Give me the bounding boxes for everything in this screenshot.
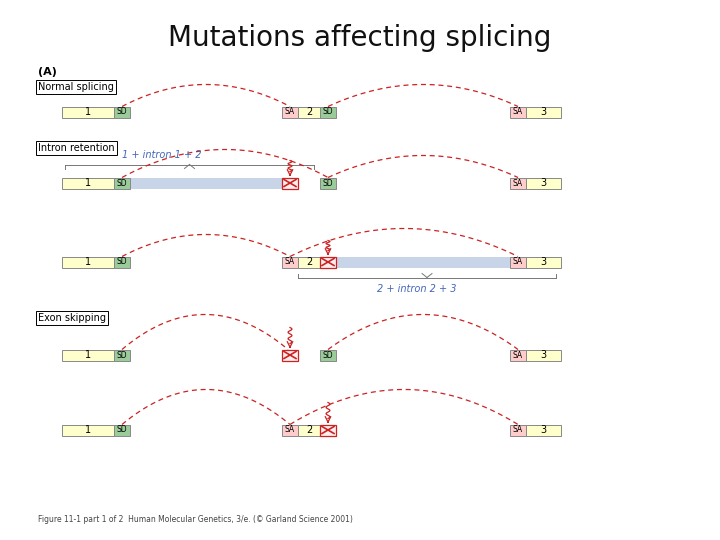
Bar — [114, 424, 130, 435]
Text: SA: SA — [513, 350, 523, 360]
Bar — [526, 256, 561, 267]
Text: Figure 11-1 part 1 of 2  Human Molecular Genetics, 3/e. (© Garland Science 2001): Figure 11-1 part 1 of 2 Human Molecular … — [38, 516, 353, 524]
Text: SD: SD — [323, 179, 333, 187]
Bar — [114, 178, 130, 188]
Bar — [62, 256, 114, 267]
Bar — [510, 178, 526, 188]
Text: SD: SD — [323, 350, 333, 360]
Bar — [130, 178, 282, 188]
Text: 2: 2 — [306, 107, 312, 117]
Text: 3: 3 — [541, 107, 546, 117]
Text: 3: 3 — [541, 425, 546, 435]
Bar — [320, 256, 336, 267]
Text: SA: SA — [513, 426, 523, 435]
Bar — [282, 256, 298, 267]
Bar — [526, 106, 561, 118]
Bar — [320, 178, 336, 188]
Text: 1 + intron 1 + 2: 1 + intron 1 + 2 — [122, 150, 202, 159]
Text: SD: SD — [117, 350, 127, 360]
Bar — [510, 106, 526, 118]
Bar — [320, 424, 336, 435]
Bar — [282, 106, 298, 118]
Text: (A): (A) — [38, 67, 57, 77]
Bar — [62, 349, 114, 361]
Text: 1: 1 — [85, 425, 91, 435]
Bar — [336, 256, 510, 267]
Text: SD: SD — [117, 107, 127, 117]
Bar — [282, 424, 298, 435]
Bar — [282, 178, 298, 188]
Bar — [62, 106, 114, 118]
Text: Mutations affecting splicing: Mutations affecting splicing — [168, 24, 552, 52]
Text: 2: 2 — [306, 425, 312, 435]
Bar — [298, 424, 320, 435]
Text: SA: SA — [285, 258, 295, 267]
Text: 3: 3 — [541, 257, 546, 267]
Text: 2: 2 — [306, 257, 312, 267]
Bar — [510, 256, 526, 267]
Text: SD: SD — [117, 258, 127, 267]
Bar — [526, 178, 561, 188]
Bar — [510, 424, 526, 435]
Bar — [298, 106, 320, 118]
Text: SA: SA — [513, 179, 523, 187]
Bar — [114, 256, 130, 267]
Text: 1: 1 — [85, 350, 91, 360]
Text: SA: SA — [513, 258, 523, 267]
Bar — [114, 106, 130, 118]
Text: 1: 1 — [85, 107, 91, 117]
Text: 3: 3 — [541, 178, 546, 188]
Bar — [320, 106, 336, 118]
Bar — [298, 256, 320, 267]
Text: Exon skipping: Exon skipping — [38, 313, 106, 323]
Bar — [526, 349, 561, 361]
Text: 1: 1 — [85, 257, 91, 267]
Text: SD: SD — [117, 426, 127, 435]
Text: Normal splicing: Normal splicing — [38, 82, 114, 92]
Bar — [62, 178, 114, 188]
Text: SD: SD — [117, 179, 127, 187]
Text: 1: 1 — [85, 178, 91, 188]
Bar — [526, 424, 561, 435]
Bar — [62, 424, 114, 435]
Text: SA: SA — [513, 107, 523, 117]
Bar — [320, 349, 336, 361]
Text: 2 + intron 2 + 3: 2 + intron 2 + 3 — [377, 285, 456, 294]
Bar — [114, 349, 130, 361]
Text: SA: SA — [285, 107, 295, 117]
Bar — [282, 349, 298, 361]
Text: Intron retention: Intron retention — [38, 143, 114, 153]
Bar — [510, 349, 526, 361]
Text: SD: SD — [323, 107, 333, 117]
Text: SA: SA — [285, 426, 295, 435]
Text: 3: 3 — [541, 350, 546, 360]
